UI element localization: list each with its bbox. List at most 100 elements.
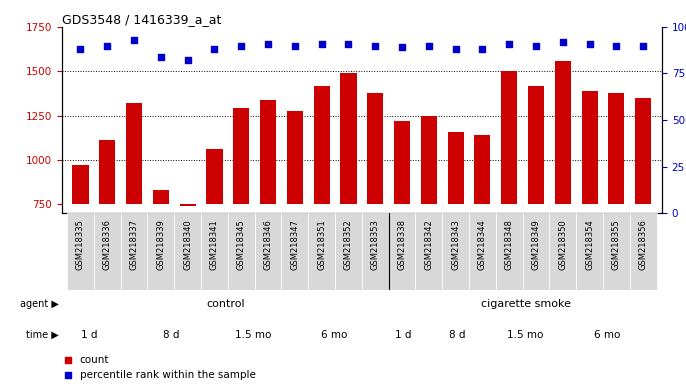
Bar (180, 204, 196, 206)
Bar (99, 141, 115, 204)
Bar (308, 213, 335, 290)
Point (263, 41, 274, 47)
Bar (442, 213, 469, 290)
Text: 1 d: 1 d (394, 330, 411, 340)
Point (62, 372, 73, 378)
Text: 1 d: 1 d (81, 330, 97, 340)
Point (450, 46, 461, 52)
Text: 6 mo: 6 mo (594, 330, 621, 340)
Text: GSM218351: GSM218351 (317, 219, 326, 270)
Bar (73, 165, 88, 204)
Bar (635, 98, 651, 204)
Text: GSM218342: GSM218342 (425, 219, 434, 270)
Text: 1.5 mo: 1.5 mo (235, 330, 271, 340)
Point (102, 43, 113, 49)
Bar (287, 111, 303, 204)
Text: percentile rank within the sample: percentile rank within the sample (80, 370, 256, 380)
Text: GSM218338: GSM218338 (398, 219, 407, 270)
Bar (416, 213, 442, 290)
Text: GSM218353: GSM218353 (370, 219, 380, 270)
Point (504, 41, 514, 47)
Bar (174, 213, 201, 290)
Bar (469, 213, 496, 290)
Bar (528, 86, 544, 204)
Text: 8 d: 8 d (449, 330, 466, 340)
Bar (555, 61, 571, 204)
Text: time ▶: time ▶ (26, 330, 58, 340)
Text: GSM218355: GSM218355 (612, 219, 621, 270)
Bar (206, 149, 222, 204)
Text: control: control (206, 299, 245, 310)
Bar (335, 213, 362, 290)
Bar (255, 213, 281, 290)
Bar (126, 103, 142, 204)
Text: GSM218356: GSM218356 (639, 219, 648, 270)
Point (128, 37, 139, 43)
Text: GSM218348: GSM218348 (505, 219, 514, 270)
Bar (94, 213, 121, 290)
Text: GDS3548 / 1416339_a_at: GDS3548 / 1416339_a_at (62, 13, 221, 26)
Point (370, 43, 381, 49)
Bar (523, 213, 549, 290)
Point (75, 46, 86, 52)
Point (611, 43, 622, 49)
Bar (260, 101, 276, 204)
Point (638, 43, 649, 49)
Bar (201, 213, 228, 290)
Bar (281, 213, 308, 290)
Point (397, 44, 407, 50)
Bar (340, 73, 357, 204)
Point (530, 43, 541, 49)
Text: GSM218344: GSM218344 (478, 219, 487, 270)
Bar (228, 213, 255, 290)
Text: GSM218336: GSM218336 (103, 219, 112, 270)
Bar (496, 213, 523, 290)
Text: 6 mo: 6 mo (322, 330, 348, 340)
Point (423, 43, 434, 49)
Text: GSM218347: GSM218347 (290, 219, 299, 270)
Bar (147, 213, 174, 290)
Point (182, 57, 193, 63)
Text: GSM218349: GSM218349 (532, 219, 541, 270)
Bar (67, 213, 94, 290)
Point (209, 46, 220, 52)
Text: GSM218343: GSM218343 (451, 219, 460, 270)
Bar (367, 93, 383, 204)
Text: 8 d: 8 d (163, 330, 179, 340)
Bar (389, 213, 416, 290)
Bar (421, 116, 437, 204)
Text: GSM218335: GSM218335 (76, 219, 85, 270)
Point (584, 41, 595, 47)
Bar (501, 71, 517, 204)
Text: GSM218341: GSM218341 (210, 219, 219, 270)
Point (236, 43, 247, 49)
Text: GSM218350: GSM218350 (558, 219, 567, 270)
Bar (582, 91, 598, 204)
Point (156, 54, 167, 60)
Text: 1.5 mo: 1.5 mo (508, 330, 544, 340)
Bar (608, 93, 624, 204)
Bar (362, 213, 389, 290)
Point (477, 46, 488, 52)
Text: GSM218337: GSM218337 (130, 219, 139, 270)
Bar (314, 86, 330, 204)
Point (62, 357, 73, 363)
Bar (603, 213, 630, 290)
Text: GSM218352: GSM218352 (344, 219, 353, 270)
Text: count: count (80, 355, 109, 365)
Bar (576, 213, 603, 290)
Bar (549, 213, 576, 290)
Text: GSM218354: GSM218354 (585, 219, 594, 270)
Point (289, 43, 300, 49)
Text: GSM218346: GSM218346 (263, 219, 272, 270)
Text: agent ▶: agent ▶ (20, 299, 58, 310)
Point (557, 39, 568, 45)
Text: GSM218340: GSM218340 (183, 219, 192, 270)
Bar (630, 213, 657, 290)
Text: GSM218339: GSM218339 (156, 219, 165, 270)
Text: GSM218345: GSM218345 (237, 219, 246, 270)
Bar (153, 190, 169, 204)
Bar (121, 213, 147, 290)
Text: cigarette smoke: cigarette smoke (481, 299, 571, 310)
Bar (475, 135, 490, 204)
